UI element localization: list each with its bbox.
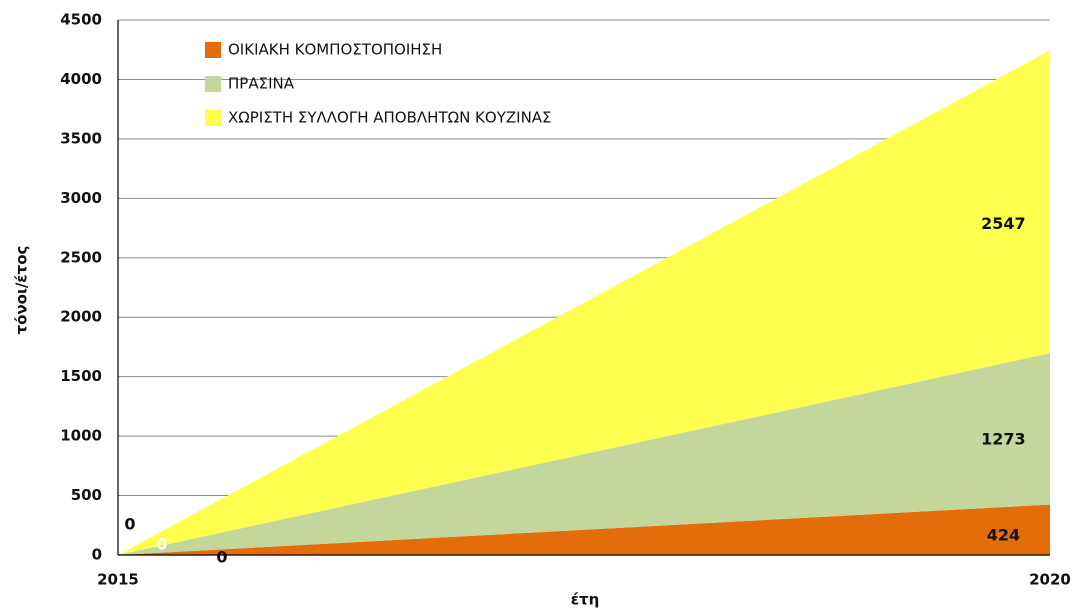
x-tick-label: 2020: [1029, 571, 1071, 589]
y-tick-label: 500: [71, 486, 102, 504]
legend-swatch: [205, 76, 221, 92]
value-label: 0: [216, 548, 227, 567]
y-tick-label: 1000: [60, 427, 102, 445]
legend-label: ΧΩΡΙΣΤΗ ΣΥΛΛΟΓΗ ΑΠΟΒΛΗΤΩΝ ΚΟΥΖΙΝΑΣ: [228, 109, 552, 127]
value-label: 424: [987, 526, 1020, 545]
y-tick-label: 3500: [60, 129, 102, 147]
area: [118, 50, 1050, 556]
y-tick-label: 4500: [60, 11, 102, 29]
value-label: 0: [156, 535, 167, 554]
x-tick-label: 2015: [97, 571, 139, 589]
value-label: 1273: [981, 430, 1026, 449]
legend-swatch: [205, 42, 221, 58]
value-label: 0: [124, 515, 135, 534]
y-tick-label: 4000: [60, 70, 102, 88]
y-tick-label: 2500: [60, 248, 102, 266]
y-axis-label: τόνοι/έτος: [13, 246, 31, 335]
x-axis-label: έτη: [571, 591, 600, 609]
y-tick-label: 2000: [60, 308, 102, 326]
legend-label: ΠΡΑΣΙΝΑ: [228, 75, 295, 93]
y-tick-label: 0: [92, 546, 102, 564]
legend-swatch: [205, 110, 221, 126]
areas: [118, 50, 1050, 556]
legend-label: ΟΙΚΙΑΚΗ ΚΟΜΠΟΣΤΟΠΟΙΗΣΗ: [228, 41, 442, 59]
value-label: 2547: [981, 214, 1026, 233]
foreground: 0 500 1000 1500 2000 2500 3000 3500 4000 4500 2015…: [60, 11, 1071, 589]
area: [118, 504, 1050, 555]
y-tick-label: 1500: [60, 367, 102, 385]
y-tick-label: 3000: [60, 189, 102, 207]
grid: [118, 19, 1050, 497]
